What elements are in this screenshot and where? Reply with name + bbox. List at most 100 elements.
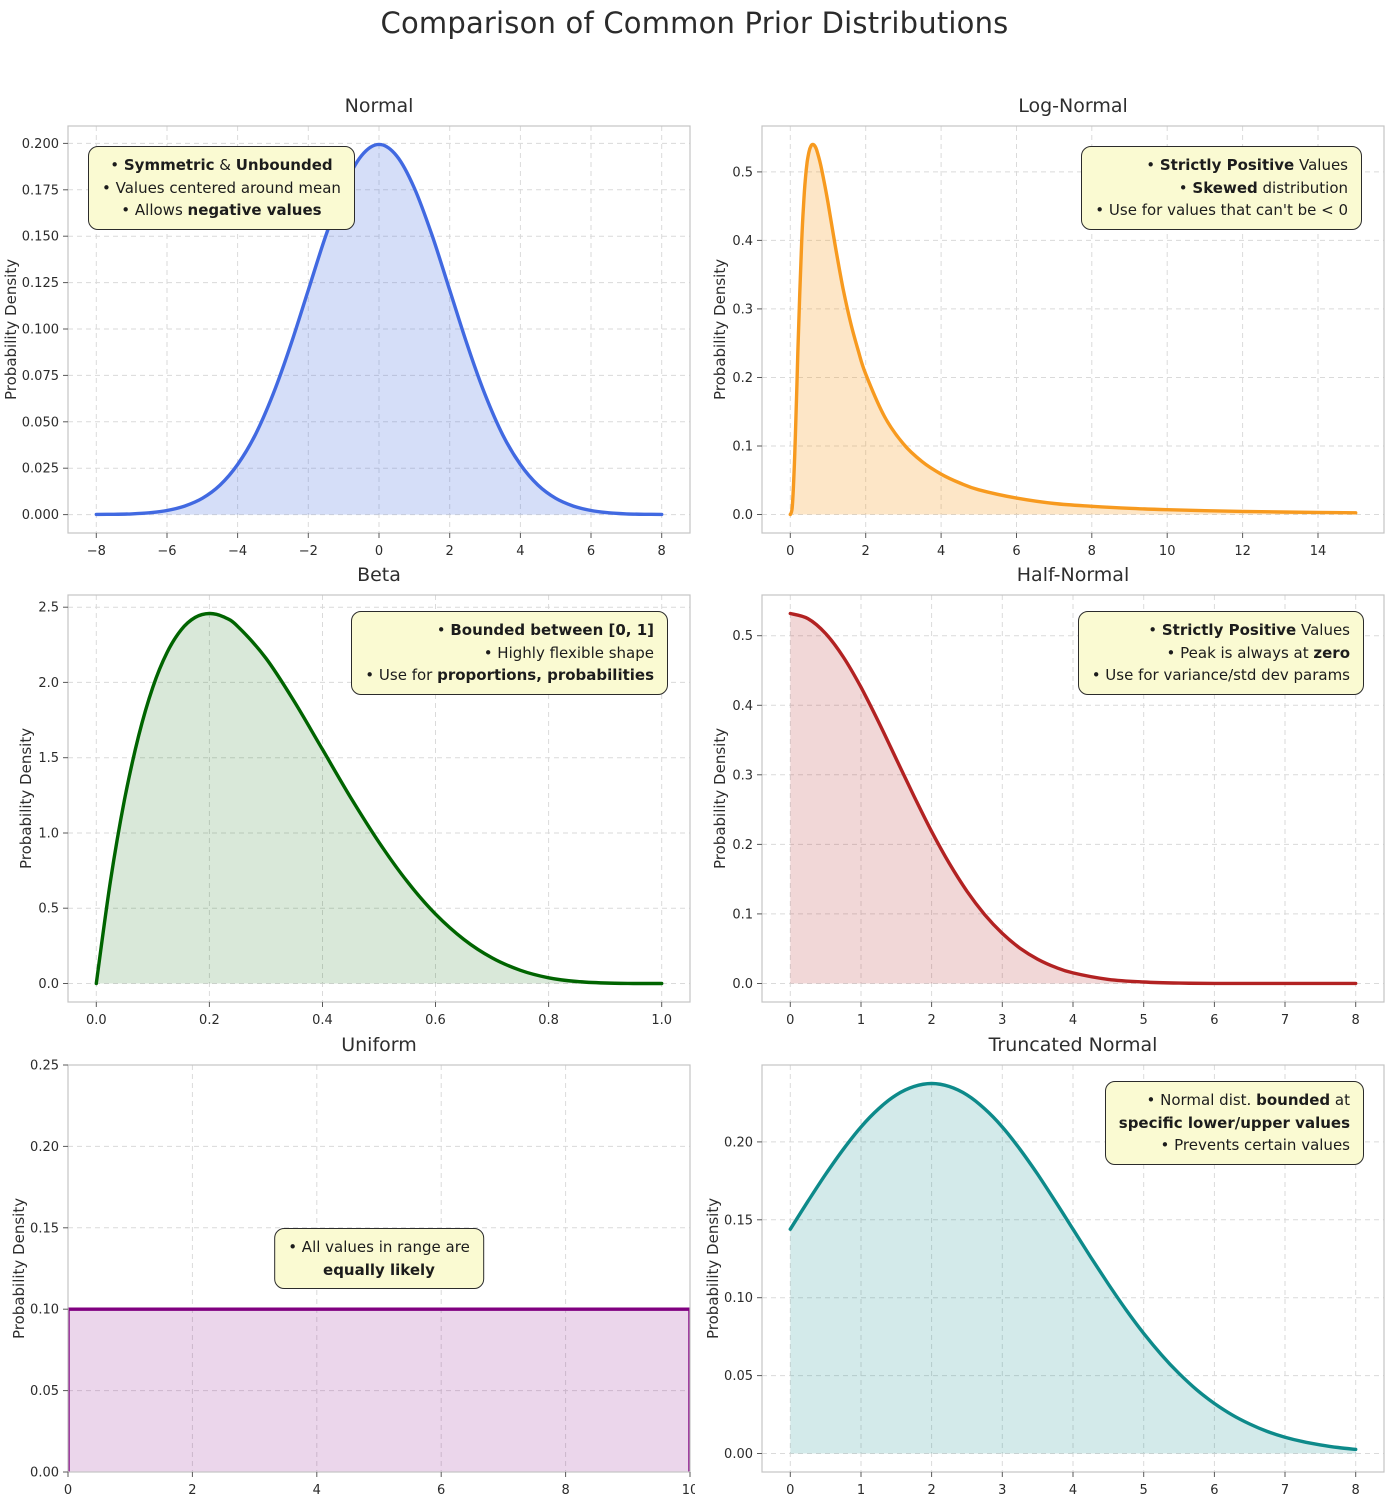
annotation-line: • Strictly Positive Values	[1148, 621, 1350, 639]
density-area	[790, 144, 1356, 515]
svg-text:0.2: 0.2	[732, 838, 753, 853]
plot-svg: 0 2 4 6 8 10 0.00 0.05 0.10 0.15 0.20 0.25	[30, 1059, 695, 1499]
svg-text:8: 8	[658, 544, 666, 559]
svg-text:2: 2	[927, 1013, 935, 1028]
svg-text:0: 0	[64, 1483, 72, 1498]
svg-text:−6: −6	[157, 544, 176, 559]
plot-svg: 0 1 2 3 4 5 6 7 8 0.00 0.05 0.10 0.15 0.20	[724, 1064, 1385, 1498]
y-tick-labels: 0.00 0.05 0.10 0.15 0.20 0.25	[30, 1059, 59, 1481]
svg-text:0.25: 0.25	[30, 1059, 59, 1074]
annotation-box: • Bounded between [0, 1] • Highly flexibl…	[351, 611, 668, 695]
annotation-line: • Symmetric & Unbounded	[110, 156, 333, 174]
chart-beta: Beta Probability Density 0.0 0.2 0.4 0.6 0.8…	[0, 564, 695, 1036]
tick-marks	[757, 171, 1319, 538]
svg-text:4: 4	[937, 544, 945, 559]
svg-text:0.150: 0.150	[22, 230, 59, 245]
chart-title: Normal	[344, 95, 414, 117]
annotation-line: • Peak is always at zero	[1166, 643, 1350, 662]
svg-text:10: 10	[1159, 544, 1176, 559]
x-tick-labels: 0 1 2 3 4 5 6 7 8	[786, 1013, 1360, 1028]
svg-text:2: 2	[188, 1483, 196, 1498]
x-tick-labels: 0 1 2 3 4 5 6 7 8	[786, 1483, 1360, 1498]
svg-text:0.2: 0.2	[732, 371, 753, 386]
svg-text:4: 4	[516, 544, 524, 559]
svg-text:2: 2	[862, 544, 870, 559]
svg-text:0.100: 0.100	[22, 323, 59, 338]
svg-text:0.20: 0.20	[30, 1140, 59, 1155]
svg-text:0.0: 0.0	[732, 508, 753, 523]
density-area	[68, 1309, 690, 1472]
annotation-line: • All values in range are	[288, 1238, 470, 1256]
svg-text:1: 1	[857, 1483, 865, 1498]
annotation-line: • Use for proportions, probabilities	[365, 666, 654, 684]
svg-text:0.05: 0.05	[30, 1384, 59, 1399]
svg-text:0.20: 0.20	[724, 1135, 753, 1150]
svg-text:4: 4	[313, 1483, 321, 1498]
svg-text:0.10: 0.10	[30, 1303, 59, 1318]
svg-text:1.0: 1.0	[38, 827, 59, 842]
svg-text:0.200: 0.200	[22, 137, 59, 152]
density-curve	[94, 142, 664, 517]
annotation-line: • Highly flexible shape	[483, 643, 654, 662]
svg-text:4: 4	[1069, 1483, 1077, 1498]
svg-text:1.5: 1.5	[38, 751, 59, 766]
x-tick-labels: −8 −6 −4 −2 0 2 4 6 8	[87, 544, 666, 559]
annotation-line: • Strictly Positive Values	[1146, 156, 1348, 174]
annotation-line: • Use for values that can't be < 0	[1095, 201, 1348, 219]
svg-text:7: 7	[1281, 1013, 1289, 1028]
annotation-box: • Normal dist. bounded at specific lower/…	[1104, 1081, 1364, 1165]
chart-title: Truncated Normal	[988, 1034, 1158, 1056]
plot-svg: −8 −6 −4 −2 0 2 4 6 80.0000.0250.0500.0750.1000.…	[22, 125, 691, 559]
svg-text:−8: −8	[87, 544, 106, 559]
x-tick-labels: 0.0 0.2 0.4 0.6 0.8 1.0	[86, 1013, 672, 1028]
plot-border	[67, 1064, 691, 1473]
svg-text:0.0: 0.0	[38, 977, 59, 992]
tick-marks	[757, 635, 1357, 1007]
svg-text:0.6: 0.6	[425, 1013, 446, 1028]
svg-text:5: 5	[1140, 1483, 1148, 1498]
svg-text:0: 0	[375, 544, 383, 559]
svg-text:0.4: 0.4	[312, 1013, 333, 1028]
density-curve	[68, 1307, 690, 1472]
svg-text:0.0: 0.0	[732, 977, 753, 992]
svg-text:14: 14	[1310, 544, 1327, 559]
svg-text:0.15: 0.15	[30, 1221, 59, 1236]
svg-text:3: 3	[998, 1013, 1006, 1028]
density-curve	[788, 1081, 1358, 1452]
tick-marks	[63, 606, 663, 1007]
svg-text:10: 10	[682, 1483, 695, 1498]
svg-text:0.15: 0.15	[724, 1213, 753, 1228]
svg-text:−4: −4	[228, 544, 247, 559]
svg-text:0.10: 0.10	[724, 1291, 753, 1306]
annotation-box: • Strictly Positive Values • Peak is alwa…	[1077, 611, 1364, 695]
y-tick-labels: 0.0 0.1 0.2 0.3 0.4 0.5	[732, 629, 753, 992]
svg-text:6: 6	[437, 1483, 445, 1498]
annotation-line: • Skewed distribution	[1178, 178, 1348, 197]
svg-text:0.5: 0.5	[732, 629, 753, 644]
annotation-box: • All values in range are equally likely	[274, 1228, 484, 1289]
annotation-box: • Symmetric & Unbounded • Values centered…	[88, 146, 355, 230]
svg-text:1: 1	[857, 1013, 865, 1028]
chart-title: Uniform	[341, 1034, 417, 1056]
svg-text:1.0: 1.0	[651, 1013, 672, 1028]
annotation-line: • Values centered around mean	[102, 178, 341, 197]
svg-text:2: 2	[446, 544, 454, 559]
chart-normal: Normal Probability Density −8 −6 −4 −2 0 2 4 6 8…	[0, 95, 695, 567]
svg-text:0.5: 0.5	[732, 165, 753, 180]
svg-text:8: 8	[1352, 1013, 1360, 1028]
svg-text:6: 6	[1210, 1013, 1218, 1028]
svg-text:12: 12	[1234, 544, 1251, 559]
plot-svg: 0 2 4 6 8 10 12 14 0.0 0.1 0.2 0.3 0.4 0.5	[732, 125, 1385, 559]
density-area	[96, 613, 662, 984]
svg-text:0.4: 0.4	[732, 234, 753, 249]
density-curve	[94, 611, 664, 986]
svg-text:2.0: 2.0	[38, 676, 59, 691]
figure-title: Comparison of Common Prior Distributions	[380, 6, 1009, 40]
svg-text:0.1: 0.1	[732, 440, 753, 455]
svg-text:2: 2	[927, 1483, 935, 1498]
svg-text:0.1: 0.1	[732, 907, 753, 922]
svg-text:0.075: 0.075	[22, 369, 59, 384]
chart-title: Half-Normal	[1016, 564, 1130, 586]
tick-marks	[63, 142, 663, 538]
